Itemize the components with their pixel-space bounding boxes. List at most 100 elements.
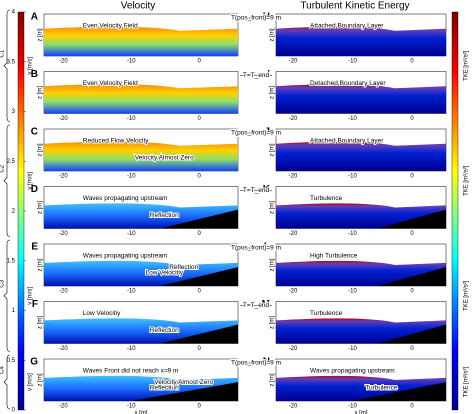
- time-label: T=T_end: [243, 72, 270, 79]
- x-tick-label: -20: [59, 59, 68, 65]
- x-tick-label: -10: [348, 59, 357, 65]
- x-tick-label: -10: [127, 59, 136, 65]
- colorbar-tick-label: 0: [12, 408, 16, 414]
- annotation: Waves Front did not reach x=9 m: [83, 367, 179, 374]
- x-tick-label: 0: [198, 116, 202, 122]
- time-label: T(pos_front)=9 m: [231, 130, 281, 137]
- annotation: Waves propagating upstream: [83, 195, 168, 202]
- time-label: T(pos_front)=9 m: [231, 245, 281, 252]
- hill: [378, 324, 446, 344]
- hill: [352, 382, 446, 401]
- annotation: Waves propagating upstream: [83, 252, 168, 259]
- x-tick-label: -20: [289, 346, 298, 352]
- x-tick-label: -10: [348, 116, 357, 122]
- colorbar-tick-label: 4: [12, 10, 16, 16]
- column-title: Velocity: [121, 1, 155, 12]
- panel-letter: K: [263, 184, 271, 195]
- panel-letter: M: [262, 299, 270, 310]
- x-tick-label: -20: [59, 346, 68, 352]
- x-tick-label: -10: [348, 346, 357, 352]
- x-tick-label: -20: [59, 404, 68, 410]
- colorbar-tick-label: 3: [12, 109, 16, 115]
- x-tick-label: 0: [198, 231, 202, 237]
- x-tick-label: -20: [289, 404, 298, 410]
- panel-letter: J: [264, 127, 270, 138]
- x-tick-label: 0: [198, 404, 202, 410]
- x-tick-label: -10: [127, 231, 136, 237]
- colorbar-label: TKE [m²/s²]: [464, 367, 470, 398]
- panel-letter: C: [31, 127, 38, 138]
- colorbar-label: v [m/s]: [28, 287, 34, 305]
- panel-letter: A: [31, 12, 38, 23]
- hill: [160, 209, 238, 229]
- panel-letter: F: [32, 299, 38, 310]
- x-tick-label: -20: [59, 174, 68, 180]
- colorbar-tick-label: 3.5: [7, 59, 16, 65]
- annotation: Turbulence: [310, 195, 343, 202]
- colorbar-tick-label: 1.5: [7, 258, 16, 264]
- group-label: C1: [0, 49, 6, 57]
- time-label: T(pos_front)=9 m: [231, 15, 281, 22]
- axis-label: z [m]: [270, 373, 276, 386]
- field: [44, 26, 238, 56]
- axis-label: z [m]: [38, 316, 44, 329]
- x-tick-label: 0: [198, 174, 202, 180]
- x-tick-label: -20: [59, 289, 68, 295]
- axis-label: x [m]: [135, 411, 148, 414]
- axis-label: z [m]: [270, 258, 276, 271]
- annotation: Velocity Almost Zero: [154, 379, 213, 386]
- annotation: High Turbulence: [310, 252, 358, 259]
- x-tick-label: -20: [289, 116, 298, 122]
- x-tick-label: 0: [410, 174, 414, 180]
- annotation: Attached Boundary Layer: [310, 137, 384, 144]
- colorbar-label: v [m/s]: [28, 172, 34, 190]
- annotation: Attached Boundary Layer: [310, 22, 384, 29]
- x-tick-label: -10: [127, 404, 136, 410]
- x-tick-label: 0: [198, 346, 202, 352]
- panel-letter: B: [31, 69, 38, 80]
- group-brace: [3, 124, 11, 237]
- annotation: Reflection: [150, 212, 179, 219]
- hill: [131, 382, 238, 401]
- x-tick-label: -10: [348, 289, 357, 295]
- annotation: Low Velocitiy: [145, 269, 183, 276]
- axis-label: z [m]: [270, 86, 276, 99]
- annotation: Reflection: [150, 384, 179, 391]
- x-tick-label: -10: [127, 289, 136, 295]
- annotation: Even Velocity Field: [83, 80, 138, 87]
- annotation: Detached Boundary Layer: [310, 80, 386, 87]
- annotation: Reduced Flow Velocity: [83, 137, 150, 144]
- colorbar-tick-label: 0.5: [7, 358, 16, 364]
- colorbar-tick-label: 1: [12, 308, 16, 314]
- time-label: T=T_end: [243, 302, 270, 309]
- colorbar-label: v [m/s]: [28, 373, 34, 391]
- annotation: Turbulence: [365, 384, 398, 391]
- x-tick-label: -20: [289, 231, 298, 237]
- group-label: C2: [0, 164, 6, 172]
- x-tick-label: -20: [59, 231, 68, 237]
- axis-label: z [m]: [38, 258, 44, 271]
- x-tick-label: 0: [410, 231, 414, 237]
- axis-label: z [m]: [38, 143, 44, 156]
- x-tick-label: 0: [410, 404, 414, 410]
- group-brace: [3, 239, 11, 352]
- panel-letter: L: [264, 242, 270, 253]
- panel-letter: N: [263, 357, 270, 368]
- x-tick-label: 0: [410, 289, 414, 295]
- x-tick-label: 0: [410, 346, 414, 352]
- time-label: T=T_end: [243, 187, 270, 194]
- axis-label: z [m]: [38, 86, 44, 99]
- velocity-colorbar: [17, 11, 25, 411]
- hill: [378, 267, 446, 286]
- x-tick-label: -20: [59, 116, 68, 122]
- hill: [160, 324, 238, 344]
- x-tick-label: 0: [410, 116, 414, 122]
- axis-label: z [m]: [38, 373, 44, 386]
- annotation: Low Velocitiy: [83, 310, 121, 317]
- axis-label: z [m]: [38, 201, 44, 214]
- annotation: Even Velocity Field: [83, 22, 138, 29]
- colorbar-label: TKE [m²/s²]: [464, 165, 470, 196]
- tke-colorbar: [451, 11, 459, 411]
- x-tick-label: -10: [348, 174, 357, 180]
